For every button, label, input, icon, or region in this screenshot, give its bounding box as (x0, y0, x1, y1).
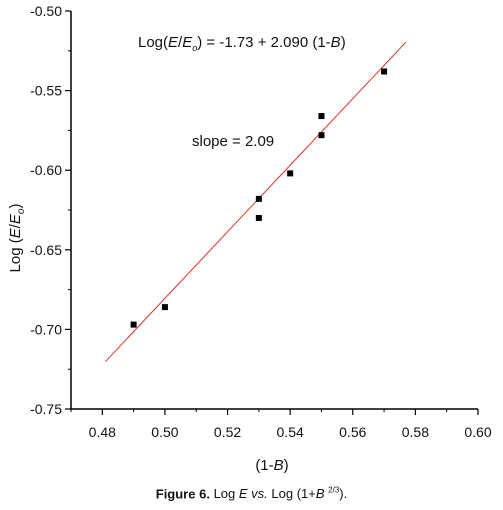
y-tick-label: -0.75 (30, 401, 62, 417)
y-tick-label: -0.60 (30, 162, 62, 178)
data-point (255, 214, 262, 221)
scatter-chart: -0.50 -0.55 -0.60 -0.65 -0.70 -0.75 0.48 0.50 0.… (7, 3, 492, 474)
y-tick-label: -0.70 (30, 321, 62, 337)
x-tick-label: 0.54 (277, 424, 304, 440)
data-point (287, 170, 294, 177)
data-point (255, 195, 262, 202)
y-axis-title: Log (E/Eo) (7, 204, 27, 273)
x-tick-label: 0.48 (89, 424, 116, 440)
y-tick-label: -0.50 (30, 3, 62, 19)
x-tick-label: 0.56 (339, 424, 366, 440)
fit-line (105, 41, 407, 362)
x-tick-label: 0.58 (402, 424, 429, 440)
data-point (318, 132, 325, 139)
caption-text: Log E vs. Log (1+B 2/3). (213, 486, 348, 502)
x-tick-label: 0.60 (464, 424, 491, 440)
slope-annotation: slope = 2.09 (192, 133, 274, 150)
data-point (130, 321, 137, 328)
caption-label: Figure 6. (155, 486, 210, 502)
x-axis-title: (1-B) (255, 457, 288, 474)
data-point (381, 68, 388, 75)
figure-caption: Figure 6. Log E vs. Log (1+B 2/3). (0, 486, 503, 501)
y-tick-label: -0.65 (30, 242, 62, 258)
equation-annotation: Log(E/Eo) = -1.73 + 2.090 (1-B) (138, 34, 346, 53)
y-tick-label: -0.55 (30, 83, 62, 99)
data-point (161, 304, 168, 311)
x-tick-label: 0.52 (214, 424, 241, 440)
data-point (318, 113, 325, 120)
x-tick-label: 0.50 (151, 424, 178, 440)
